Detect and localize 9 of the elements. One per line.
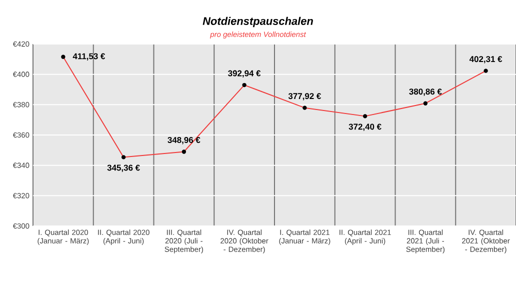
data-label: 377,92 €: [288, 93, 322, 100]
data-label: 402,31 €: [469, 56, 502, 64]
data-label: 372,40 €: [348, 124, 382, 131]
chart-title: Notdienstpauschalen: [202, 16, 313, 28]
data-label: 411,53 €: [72, 53, 106, 60]
data-label: 380,86 €: [409, 88, 442, 96]
data-label: 345,36 €: [107, 164, 140, 172]
data-label: 392,94 €: [228, 70, 261, 78]
data-label: 348,96 €: [168, 137, 200, 144]
